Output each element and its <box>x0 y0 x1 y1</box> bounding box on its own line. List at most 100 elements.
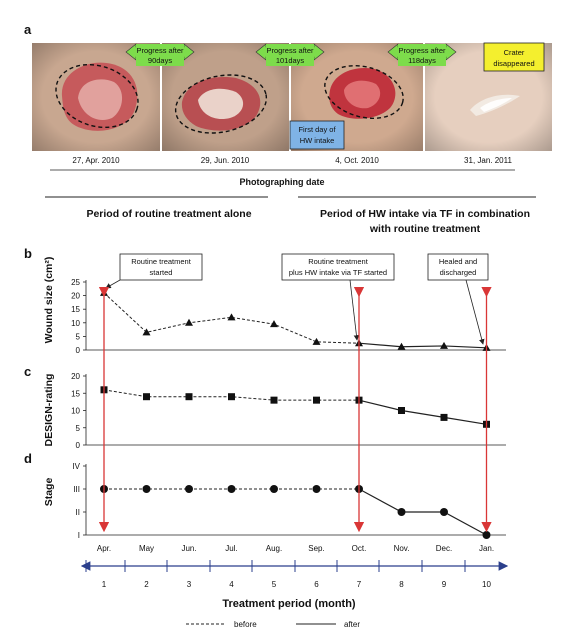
y-tick-label-b: 0 <box>76 346 81 355</box>
callout-3-line2: discharged <box>440 268 477 277</box>
callout-hw-started: Routine treatment plus HW intake via TF … <box>281 253 395 341</box>
data-point-b-Jun. <box>185 318 193 326</box>
progress-box-2 <box>266 44 314 66</box>
data-point-d-Jun. <box>185 485 193 493</box>
y-tick-label-d: III <box>73 485 80 494</box>
y-tick-label-c: 5 <box>76 424 81 433</box>
callout-1-line1: Routine treatment <box>131 257 192 266</box>
data-point-d-Nov. <box>397 508 406 516</box>
period-hw-line1: Period of HW intake via TF in combinatio… <box>320 208 530 220</box>
data-point-c-Nov. <box>398 407 405 414</box>
panel-label-b: b <box>24 246 32 261</box>
callout-1-line2: started <box>150 268 173 277</box>
progress-label-3: Progress after 118days <box>387 43 457 66</box>
first-day-line2: HW intake <box>300 136 335 145</box>
y-tick-label-c: 20 <box>71 372 80 381</box>
series-after-d <box>358 488 487 536</box>
data-point-d-Aug. <box>270 485 278 493</box>
legend: before after <box>186 620 360 629</box>
y-tick-label-b: 20 <box>71 292 80 301</box>
photo-date-3: 4, Oct. 2010 <box>335 156 379 165</box>
data-point-b-Sep. <box>312 337 321 345</box>
crater-box <box>483 42 545 72</box>
month-tick-label: Jun. <box>181 544 196 553</box>
period-tick-label: 10 <box>482 580 491 589</box>
month-tick-label: Jan. <box>479 544 494 553</box>
data-point-b-Nov. <box>397 342 406 350</box>
period-axis: 1 2 3 4 5 6 7 8 9 10 <box>80 560 509 589</box>
y-tick-label-c: 0 <box>76 441 81 450</box>
data-point-c-Sep. <box>313 396 320 404</box>
series-after-c <box>358 399 487 425</box>
month-tick-label: Jul. <box>225 544 237 553</box>
y-tick-label-c: 10 <box>71 407 80 416</box>
progress-label-2-line1: Progress after <box>266 46 314 55</box>
callout-healed: Healed and discharged <box>427 253 489 345</box>
progress-label-1-line1: Progress after <box>136 46 184 55</box>
data-point-d-Dec. <box>440 508 448 516</box>
progress-label-3-line2: 118days <box>408 56 436 65</box>
period-tick-label: 1 <box>102 580 107 589</box>
data-point-d-Jan. <box>482 531 491 539</box>
callout-box-1 <box>119 253 203 281</box>
series-after-b <box>358 342 487 349</box>
legend-before-label: before <box>234 620 257 629</box>
y-tick-label-d: I <box>78 531 80 540</box>
data-point-b-May <box>142 328 151 336</box>
data-point-c-Dec. <box>440 413 448 421</box>
period-tick-label: 6 <box>314 580 319 589</box>
callout-box-3 <box>427 253 489 281</box>
period-hw-line2: with routine treatment <box>369 223 481 235</box>
progress-label-1-line2: 90days <box>148 56 172 65</box>
y-tick-label-b: 5 <box>76 332 81 341</box>
photo-axis-label: Photographing date <box>240 177 325 187</box>
callout-2-line1: Routine treatment <box>308 257 369 266</box>
legend-after-label: after <box>344 620 360 629</box>
month-tick-label: Apr. <box>97 544 111 553</box>
period-routine-label: Period of routine treatment alone <box>86 208 251 220</box>
first-day-note: First day of HW intake <box>289 120 345 150</box>
data-point-c-Jun. <box>185 393 193 401</box>
y-tick-label-b: 15 <box>71 305 80 314</box>
x-axis-title: Treatment period (month) <box>222 598 356 610</box>
first-day-box <box>289 120 345 150</box>
period-tick-label: 2 <box>144 580 149 589</box>
data-point-b-Jul. <box>227 313 236 321</box>
ylabel-d: Stage <box>43 478 55 507</box>
data-point-d-Jul. <box>227 485 236 493</box>
progress-box-1 <box>136 44 184 66</box>
data-point-b-Dec. <box>440 341 448 349</box>
progress-label-1: Progress after 90days <box>125 43 195 66</box>
data-point-c-May <box>143 393 150 401</box>
y-tick-label-c: 15 <box>71 389 80 398</box>
callout-2-line2: plus HW intake via TF started <box>289 268 387 277</box>
crater-line2: disappeared <box>493 59 534 68</box>
panel-label-d: d <box>24 451 32 466</box>
callout-2-pointer <box>349 279 360 341</box>
period-tick-label: 5 <box>272 580 277 589</box>
panel-label-a: a <box>24 22 32 37</box>
y-tick-label-b: 25 <box>71 278 80 287</box>
period-tick-label: 8 <box>399 580 404 589</box>
callout-3-pointer <box>465 279 485 345</box>
period-tick-label: 3 <box>187 580 192 589</box>
data-point-d-May <box>142 485 151 493</box>
month-tick-label: Aug. <box>266 544 282 553</box>
y-tick-label-d: IV <box>72 462 80 471</box>
first-day-line1: First day of <box>298 125 336 134</box>
progress-box-3 <box>398 44 446 66</box>
photo-date-4: 31, Jan. 2011 <box>464 156 512 165</box>
period-tick-label: 7 <box>357 580 362 589</box>
period-tick-label: 9 <box>442 580 447 589</box>
y-tick-label-d: II <box>76 508 80 517</box>
data-point-c-Jul. <box>228 393 235 401</box>
data-point-b-Aug. <box>270 320 278 328</box>
data-point-d-Sep. <box>312 485 321 493</box>
progress-label-2-line2: 101days <box>276 56 305 65</box>
photo-date-1: 27, Apr. 2010 <box>72 156 120 165</box>
photo-date-2: 29, Jun. 2010 <box>201 156 250 165</box>
month-tick-label: Nov. <box>394 544 410 553</box>
progress-label-2: Progress after 101days <box>255 43 325 66</box>
